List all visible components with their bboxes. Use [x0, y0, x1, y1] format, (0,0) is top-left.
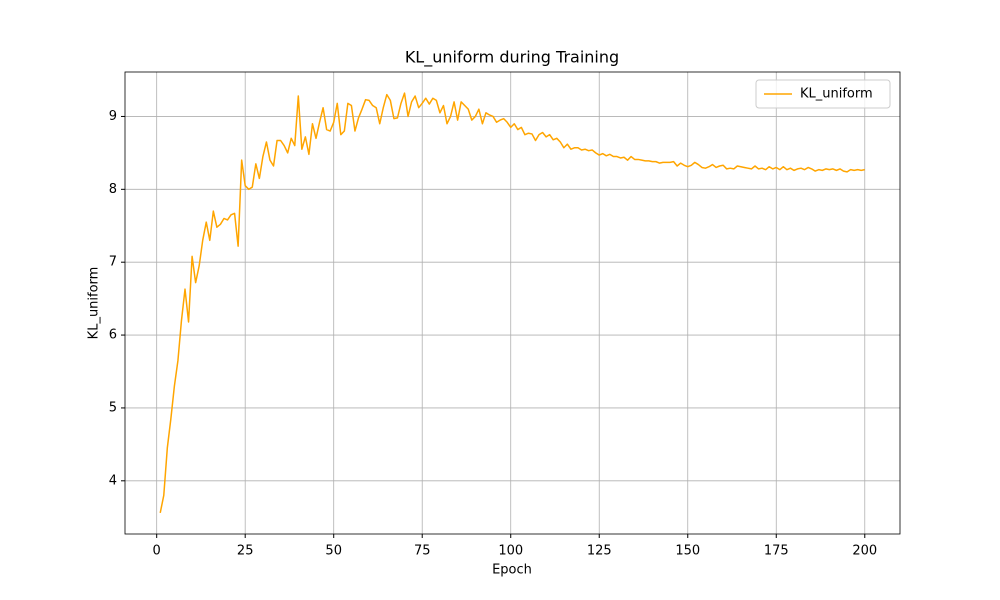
- x-tick-label: 175: [764, 544, 789, 559]
- x-tick-label: 150: [675, 544, 700, 559]
- y-tick-label: 5: [109, 400, 117, 415]
- x-tick-label: 200: [852, 544, 877, 559]
- data-line: [159, 92, 865, 514]
- legend-box: [755, 79, 891, 109]
- x-tick-label: 50: [325, 544, 342, 559]
- x-axis-label: Epoch: [492, 563, 532, 578]
- legend-label: KL_uniform: [800, 87, 873, 102]
- chart-title: KL_uniform during Training: [405, 48, 619, 68]
- x-tick-label: 0: [153, 544, 161, 559]
- y-tick-label: 7: [109, 255, 117, 270]
- x-tick-label: 100: [498, 544, 523, 559]
- y-tick-label: 8: [109, 182, 117, 197]
- y-tick-label: 6: [109, 328, 117, 343]
- y-tick-label: 4: [109, 473, 117, 488]
- x-tick-label: 25: [237, 544, 254, 559]
- y-tick-label: 9: [109, 109, 117, 124]
- axes-frame: [124, 71, 901, 535]
- y-axis-label: KL_uniform: [87, 267, 102, 340]
- x-tick-label: 75: [414, 544, 431, 559]
- x-tick-label: 125: [587, 544, 612, 559]
